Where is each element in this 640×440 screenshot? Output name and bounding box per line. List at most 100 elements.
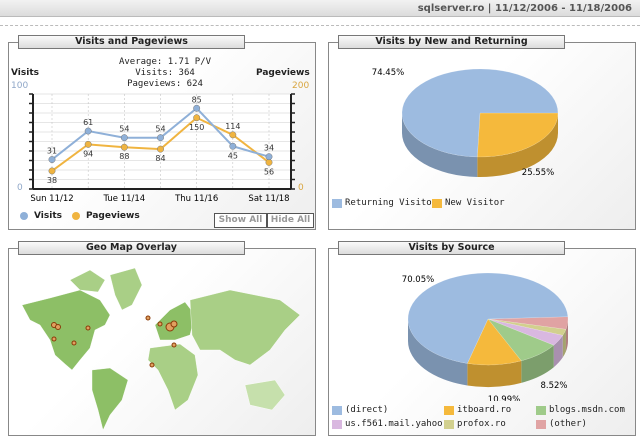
pie-slice-us.f561.mail.yahoo (487, 318, 564, 346)
legend-label: itboard.ro (457, 405, 512, 415)
swatch-icon (444, 419, 454, 429)
legend-label: (direct) (345, 405, 389, 415)
data-point (229, 131, 237, 139)
location-marker (55, 324, 61, 330)
panel-title: Visits by Source (338, 241, 565, 255)
australia (244, 379, 286, 411)
show-all-button[interactable]: Show All (214, 213, 267, 228)
pie-side-us.f561.mail.yahoo (553, 335, 563, 368)
pie-side-itboard.ro (467, 360, 522, 387)
pie-slice-New Visitor (477, 112, 559, 158)
data-label: 94 (83, 149, 93, 158)
pageviews-total: Pageviews: 624 (127, 79, 203, 89)
data-point (157, 145, 164, 153)
swatch-icon (444, 405, 454, 415)
pie-label: 74.45% (372, 68, 404, 78)
data-label: 88 (119, 152, 129, 161)
south-america (91, 367, 129, 431)
data-label: 54 (119, 125, 129, 134)
panel-title: Visits and Pageviews (18, 35, 245, 49)
data-point (265, 158, 273, 166)
legend-item[interactable]: us.f561.mail.yahoo (332, 419, 443, 429)
summary: Average: 1.71 P/V Visits: 364 Pageviews:… (110, 57, 220, 90)
legend-label: (other) (549, 419, 587, 429)
pie-side-profox.ro (562, 329, 566, 358)
data-label: 45 (228, 151, 238, 160)
swatch-icon (332, 198, 342, 208)
pageviews-dot-icon (72, 212, 80, 220)
hide-all-button[interactable]: Hide All (267, 213, 314, 228)
data-label: 114 (225, 122, 240, 131)
data-point (48, 167, 56, 175)
swatch-icon (536, 419, 546, 429)
data-label: 150 (189, 123, 204, 132)
location-marker (71, 340, 77, 346)
data-point (265, 153, 273, 161)
legend-label: blogs.msdn.com (549, 405, 625, 415)
visits-dot-icon (20, 212, 28, 220)
data-point (48, 156, 56, 164)
legend-returning[interactable]: Returning Visitor (332, 198, 437, 208)
pie-label: 70.05% (402, 275, 434, 285)
location-marker (145, 315, 151, 321)
legend-item[interactable]: (other) (536, 419, 587, 429)
data-label: 61 (83, 118, 93, 127)
legend-new[interactable]: New Visitor (432, 198, 505, 208)
data-point (84, 127, 92, 135)
pie-slice-blogs.msdn.com (487, 318, 555, 362)
pie-slice-(other) (487, 316, 569, 330)
right-axis-min: 0 (298, 183, 304, 193)
visits-source-pie: 8.52% 10.99% 70.05% (402, 272, 569, 401)
data-label: 85 (192, 95, 202, 104)
x-tick-label: Sun 11/12 (30, 194, 73, 204)
panel-title: Geo Map Overlay (18, 241, 245, 255)
legend-visits[interactable]: Visits (20, 211, 62, 221)
location-marker (170, 320, 178, 328)
legend-item[interactable]: itboard.ro (444, 405, 511, 415)
x-tick-label: Thu 11/16 (174, 194, 218, 204)
pie-slice-(direct) (407, 272, 569, 364)
visits-total: Visits: 364 (135, 68, 195, 78)
right-axis-label: Pageviews (256, 68, 310, 78)
data-point (157, 134, 164, 142)
pie-slice-Returning Visitor (401, 68, 559, 158)
pie-side-New Visitor (477, 113, 558, 177)
legend-item[interactable]: profox.ro (444, 419, 506, 429)
pie-label: 25.55% (522, 168, 554, 178)
africa (147, 343, 199, 411)
visits-pageviews-chart: Sun 11/12 Tue 11/14 Thu 11/16 Sat 11/18 31 38… (29, 93, 295, 204)
location-marker (51, 336, 57, 342)
pie-side-blogs.msdn.com (521, 345, 554, 383)
x-tick-label: Sat 11/18 (248, 194, 289, 204)
north-america (21, 289, 111, 371)
legend-label: Pageviews (86, 211, 140, 221)
divider (0, 25, 640, 26)
average-text: Average: 1.71 P/V (118, 57, 212, 67)
swatch-icon (332, 405, 342, 415)
panel-title: Visits by New and Returning (338, 35, 565, 49)
data-point (193, 104, 201, 112)
pie-side-(other) (565, 319, 568, 352)
swatch-icon (536, 405, 546, 415)
swatch-icon (432, 198, 442, 208)
new-returning-pie: 25.55% 74.45% (372, 68, 559, 178)
pie-slice-itboard.ro (466, 318, 522, 366)
x-tick-label: Tue 11/14 (102, 194, 145, 204)
report-header: sqlserver.ro | 11/12/2006 - 11/18/2006 (0, 0, 640, 17)
legend-pageviews[interactable]: Pageviews (72, 211, 140, 221)
data-label: 84 (155, 154, 165, 163)
data-label: 31 (47, 147, 57, 156)
location-marker (149, 362, 155, 368)
canada-arctic (69, 269, 106, 293)
legend-item[interactable]: (direct) (332, 405, 388, 415)
data-label: 38 (47, 176, 57, 185)
left-axis-min: 0 (17, 183, 23, 193)
swatch-icon (332, 419, 342, 429)
data-label: 34 (264, 144, 274, 153)
data-point (120, 134, 128, 142)
pie-slice-profox.ro (487, 318, 567, 336)
legend-item[interactable]: blogs.msdn.com (536, 405, 625, 415)
legend-label: Returning Visitor (345, 198, 438, 208)
world-map[interactable] (10, 260, 314, 432)
legend-label: profox.ro (457, 419, 506, 429)
